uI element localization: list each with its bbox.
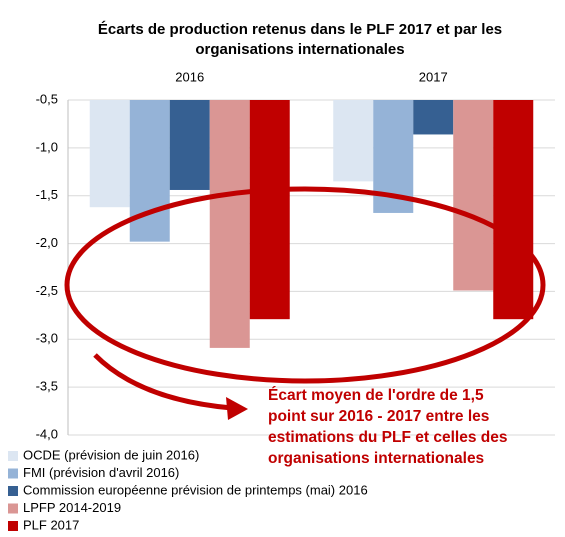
y-tick-label: -2,0 [36,235,58,250]
legend-label: LPFP 2014-2019 [23,500,121,515]
annotation: Écart moyen de l'ordre de 1,5 [268,387,484,404]
chart-title: Écarts de production retenus dans le PLF… [98,21,502,38]
legend-swatch [8,521,18,531]
bar [89,100,130,208]
x-tick-label: 2017 [419,69,448,84]
legend-swatch [8,503,18,514]
legend-label: Commission européenne prévision de print… [23,482,368,497]
bar [333,100,374,182]
legend-label: OCDE (prévision de juin 2016) [23,447,199,462]
legend-swatch [8,486,18,496]
arrow-head [226,397,248,420]
bar [453,100,494,291]
annotation: point sur 2016 - 2017 entre les [268,408,489,425]
x-tick-label: 2016 [175,69,204,84]
y-tick-label: -3,0 [36,331,58,346]
y-tick-label: -2,5 [36,283,58,298]
y-tick-label: -4,0 [36,426,58,441]
legend-label: PLF 2017 [23,517,79,532]
y-tick-label: -0,5 [36,91,58,106]
y-tick-label: -3,5 [36,379,58,394]
highlight-ellipse [64,186,546,384]
annotation: organisations internationales [268,450,484,467]
bar [493,100,534,320]
bar [129,100,170,242]
legend-swatch [8,451,18,461]
annotation: estimations du PLF et celles des [268,429,507,446]
chart-title: organisations internationales [195,41,404,58]
bar [413,100,454,135]
y-tick-label: -1,5 [36,187,58,202]
bar [249,100,290,320]
bar [209,100,250,348]
y-tick-label: -1,0 [36,139,58,154]
legend-swatch [8,468,18,479]
bar [169,100,210,190]
arrow [93,353,233,411]
legend-label: FMI (prévision d'avril 2016) [23,465,179,480]
